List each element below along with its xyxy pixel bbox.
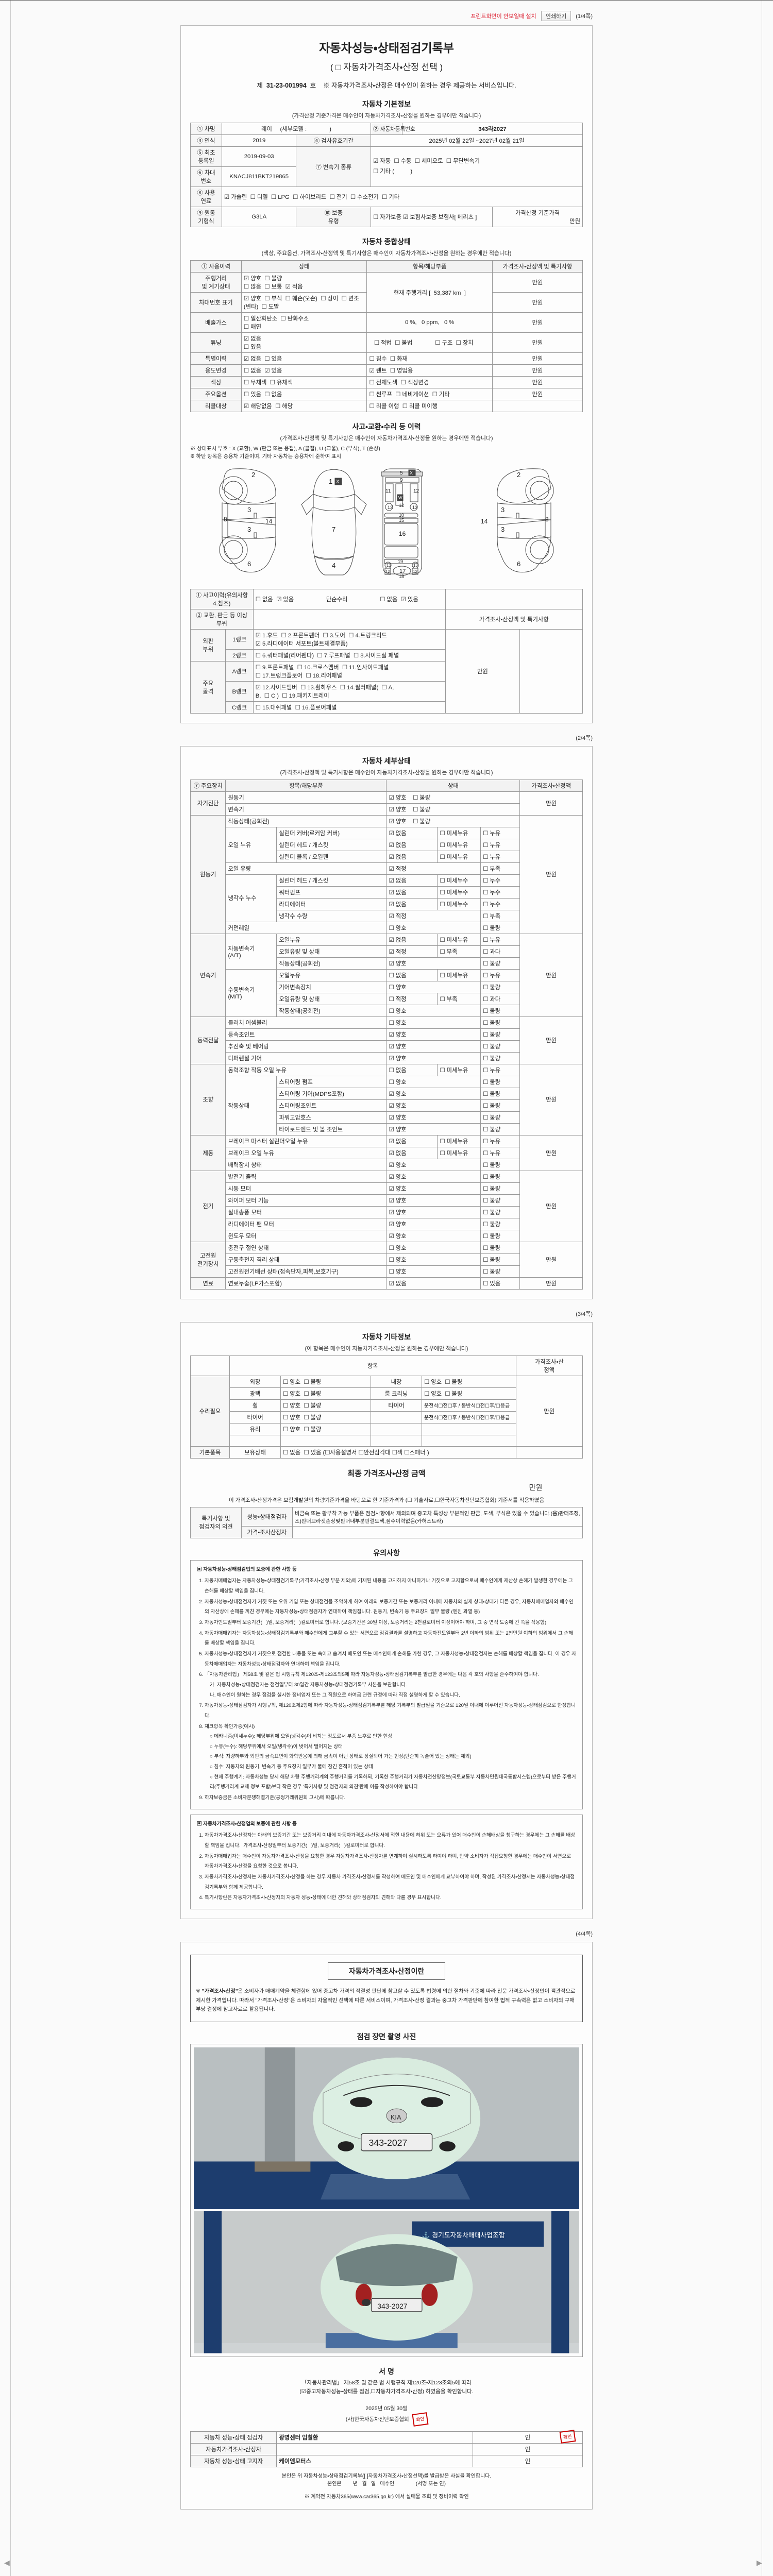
svg-text:12: 12 [399,503,404,508]
svg-text:13: 13 [388,505,393,510]
svg-text:8: 8 [224,516,227,523]
svg-text:X: X [336,479,340,485]
svg-text:6: 6 [247,560,251,568]
svg-text:14: 14 [265,518,273,525]
svg-text:1: 1 [329,478,332,485]
svg-text:12: 12 [385,569,390,574]
svg-text:13: 13 [413,563,418,568]
svg-text:3: 3 [247,506,251,514]
svg-text:2: 2 [517,471,520,479]
svg-text:5: 5 [400,470,403,476]
svg-text:13: 13 [386,563,391,568]
svg-text:7: 7 [332,526,335,533]
svg-text:18: 18 [399,574,404,579]
svg-text:9: 9 [400,478,403,483]
svg-text:14: 14 [481,518,488,525]
svg-text:13: 13 [412,505,417,510]
svg-text:X: X [410,470,413,476]
svg-text:343-2027: 343-2027 [369,2137,408,2147]
svg-text:19: 19 [398,559,403,564]
svg-text:⚓ 경기도자동차매매사업조합: ⚓ 경기도자동차매매사업조합 [422,2232,505,2240]
svg-text:3: 3 [501,506,505,514]
svg-text:4: 4 [332,562,335,569]
svg-text:10: 10 [399,513,404,518]
svg-text:16: 16 [399,530,406,537]
svg-text:2: 2 [251,471,255,479]
svg-text:11: 11 [385,488,391,494]
svg-text:W: W [398,496,402,500]
svg-text:3: 3 [501,526,505,533]
svg-text:343-2027: 343-2027 [377,2302,407,2310]
svg-text:12: 12 [413,569,417,574]
svg-text:15: 15 [399,518,404,523]
svg-text:KIA: KIA [391,2113,401,2121]
svg-text:8: 8 [545,516,549,523]
svg-text:3: 3 [247,526,251,533]
svg-text:6: 6 [517,560,520,568]
svg-text:12: 12 [413,488,419,494]
